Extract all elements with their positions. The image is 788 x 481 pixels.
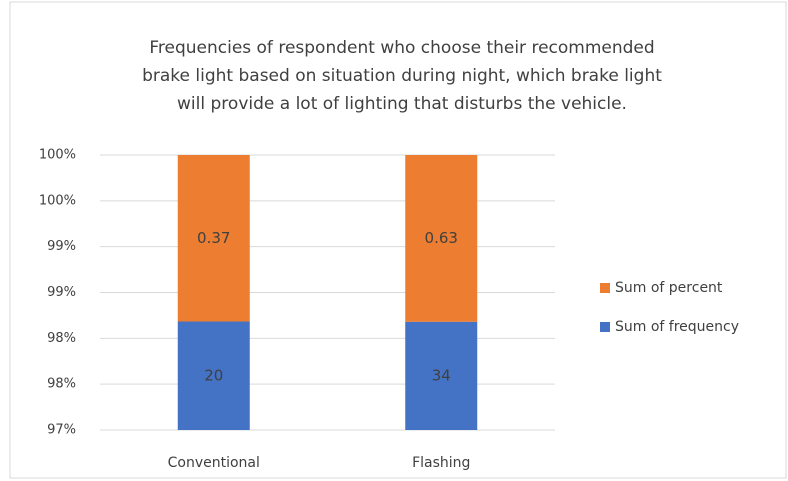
legend-label: Sum of percent [615,280,723,296]
data-label: 20 [204,366,223,384]
chart-title: brake light based on situation during ni… [142,66,662,86]
chart-frame [9,1,787,479]
y-tick-label: 99% [47,239,76,254]
data-label: 0.63 [425,229,458,247]
x-tick-label: Flashing [412,455,470,471]
bar-segment [405,321,478,430]
chart-title: Frequencies of respondent who choose the… [149,38,654,58]
y-tick-label: 98% [47,331,76,346]
y-tick-label: 100% [39,148,76,163]
data-label: 0.37 [197,229,230,247]
y-tick-label: 98% [47,377,76,392]
x-tick-label: Conventional [168,455,260,471]
legend-label: Sum of frequency [615,319,739,335]
bar-segment [177,155,250,322]
bar-segment [405,155,478,322]
data-label: 34 [432,366,451,384]
y-tick-label: 97% [47,423,76,438]
y-tick-label: 100% [39,193,76,208]
legend-swatch [600,283,610,293]
legend-swatch [600,322,610,332]
y-tick-label: 99% [47,285,76,300]
chart-title: will provide a lot of lighting that dist… [177,94,627,114]
bar-segment [177,321,250,430]
